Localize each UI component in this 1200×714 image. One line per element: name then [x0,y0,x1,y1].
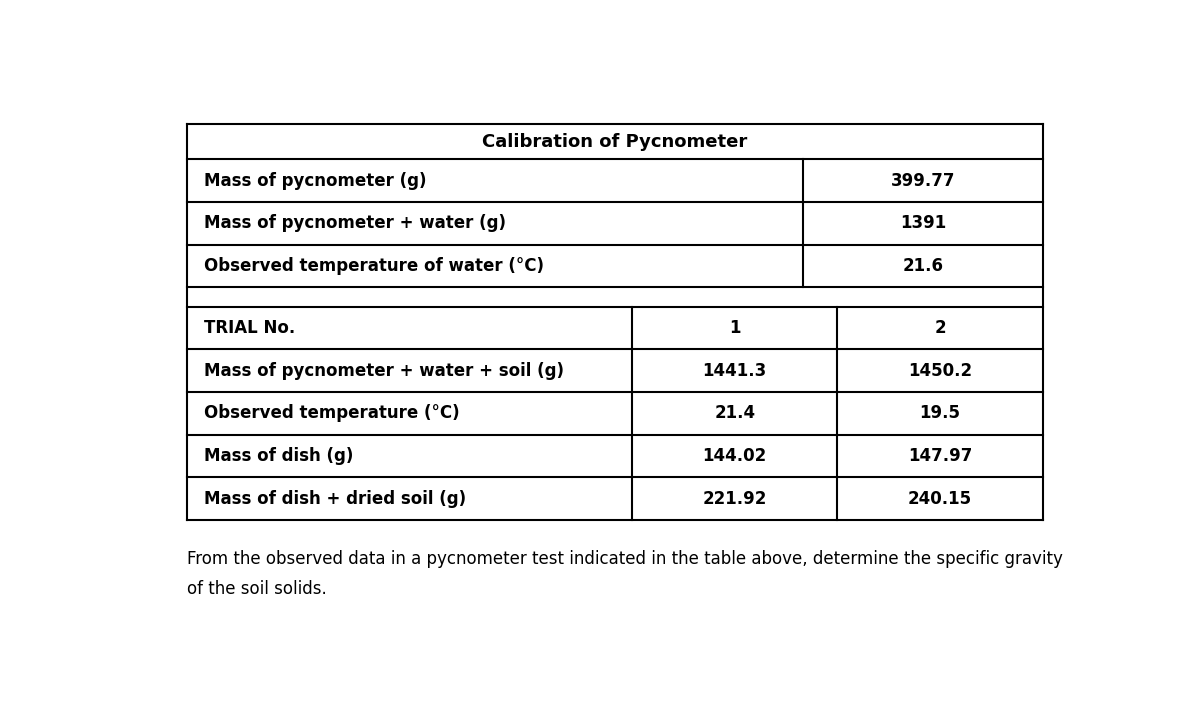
Text: Mass of pycnometer + water (g): Mass of pycnometer + water (g) [204,214,506,232]
Text: Mass of pycnometer + water + soil (g): Mass of pycnometer + water + soil (g) [204,361,564,380]
Text: Observed temperature (°C): Observed temperature (°C) [204,404,460,422]
Text: 19.5: 19.5 [919,404,961,422]
Text: 144.02: 144.02 [703,447,767,465]
Text: Mass of dish (g): Mass of dish (g) [204,447,353,465]
Text: 21.4: 21.4 [714,404,755,422]
Text: Mass of pycnometer (g): Mass of pycnometer (g) [204,171,426,190]
Text: Mass of dish + dried soil (g): Mass of dish + dried soil (g) [204,490,466,508]
Text: 147.97: 147.97 [908,447,972,465]
Text: From the observed data in a pycnometer test indicated in the table above, determ: From the observed data in a pycnometer t… [187,550,1063,568]
Text: 221.92: 221.92 [702,490,767,508]
Text: of the soil solids.: of the soil solids. [187,580,326,598]
Text: 1391: 1391 [900,214,946,232]
Text: 2: 2 [935,319,946,337]
Text: TRIAL No.: TRIAL No. [204,319,295,337]
Text: Observed temperature of water (°C): Observed temperature of water (°C) [204,257,544,275]
Text: 1441.3: 1441.3 [703,361,767,380]
Text: 399.77: 399.77 [890,171,955,190]
Text: 240.15: 240.15 [908,490,972,508]
Text: 1450.2: 1450.2 [908,361,972,380]
Text: 1: 1 [730,319,740,337]
Text: Calibration of Pycnometer: Calibration of Pycnometer [482,133,748,151]
Text: 21.6: 21.6 [902,257,943,275]
